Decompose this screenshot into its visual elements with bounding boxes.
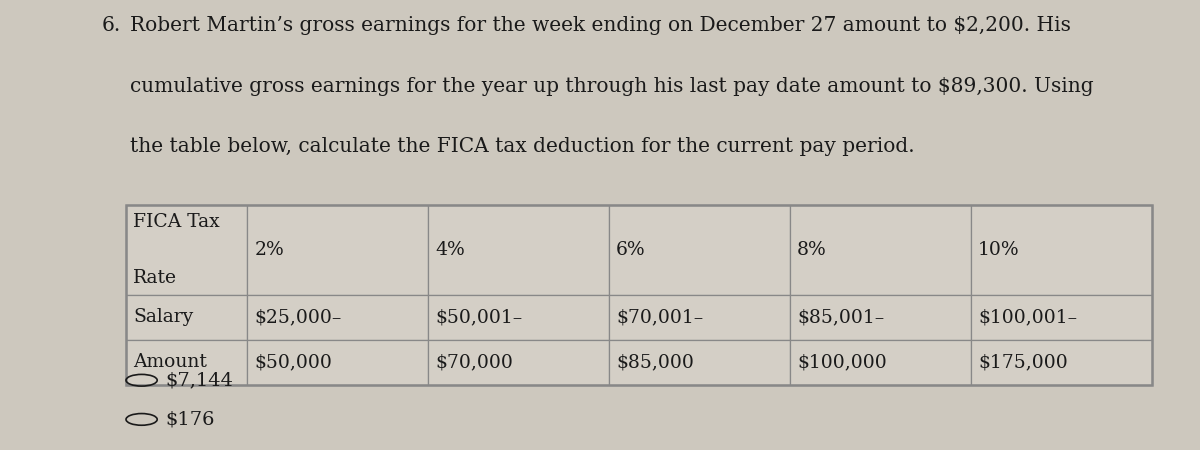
Text: $50,000: $50,000 (254, 353, 332, 371)
Text: $70,001–: $70,001– (617, 308, 703, 326)
Text: Salary: Salary (133, 308, 193, 326)
Text: $100,000: $100,000 (797, 353, 887, 371)
Bar (247, 205, 428, 295)
Bar (971, 295, 1152, 340)
Text: $85,000: $85,000 (617, 353, 694, 371)
Bar (971, 205, 1152, 295)
Text: the table below, calculate the FICA tax deduction for the current pay period.: the table below, calculate the FICA tax … (130, 137, 914, 156)
Text: 8%: 8% (797, 241, 827, 259)
Text: $175,000: $175,000 (978, 353, 1068, 371)
Bar (247, 340, 428, 385)
Bar (790, 295, 971, 340)
Text: $100,001–: $100,001– (978, 308, 1078, 326)
Bar (126, 295, 247, 340)
Text: 10%: 10% (978, 241, 1020, 259)
Text: 4%: 4% (436, 241, 466, 259)
Text: $50,001–: $50,001– (436, 308, 522, 326)
Text: FICA Tax: FICA Tax (133, 213, 220, 231)
Bar (247, 295, 428, 340)
Bar (610, 295, 790, 340)
Text: $176: $176 (166, 410, 215, 428)
Text: 2%: 2% (254, 241, 284, 259)
Text: Robert Martin’s gross earnings for the week ending on December 27 amount to $2,2: Robert Martin’s gross earnings for the w… (130, 16, 1070, 35)
Bar (790, 340, 971, 385)
Bar (790, 205, 971, 295)
Bar (428, 205, 610, 295)
Bar (126, 205, 1152, 385)
Text: Rate: Rate (133, 269, 178, 287)
Text: $85,001–: $85,001– (797, 308, 884, 326)
Bar (610, 205, 790, 295)
Bar (126, 340, 247, 385)
Text: cumulative gross earnings for the year up through his last pay date amount to $8: cumulative gross earnings for the year u… (130, 76, 1093, 95)
Text: $25,000–: $25,000– (254, 308, 342, 326)
Bar (126, 205, 247, 295)
Bar (428, 340, 610, 385)
Text: 6%: 6% (617, 241, 646, 259)
Bar (428, 295, 610, 340)
Text: Amount: Amount (133, 353, 208, 371)
Bar (610, 340, 790, 385)
Text: 6.: 6. (102, 16, 121, 35)
Bar (971, 340, 1152, 385)
Text: $70,000: $70,000 (436, 353, 514, 371)
Text: $7,144: $7,144 (166, 371, 234, 389)
